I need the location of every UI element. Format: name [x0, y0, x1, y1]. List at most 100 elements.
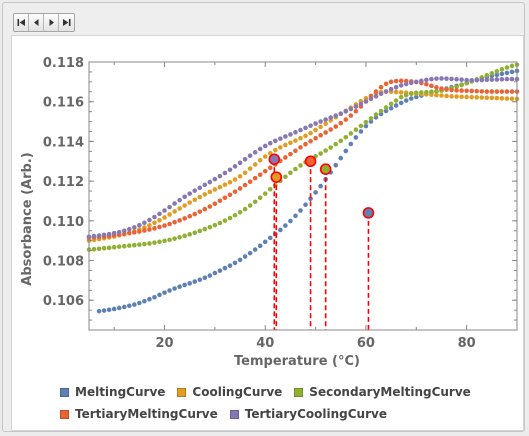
- data-point: [222, 265, 228, 271]
- data-point: [162, 215, 167, 220]
- data-point: [333, 141, 339, 147]
- data-point: [273, 138, 278, 144]
- legend-row: TertiaryMeltingCurve TertiaryCoolingCurve: [60, 403, 520, 425]
- data-point: [293, 129, 298, 135]
- data-point: [474, 88, 480, 94]
- next-frame-button[interactable]: [44, 14, 59, 31]
- data-point: [313, 190, 318, 195]
- y-tick-label: 0.110: [43, 215, 84, 230]
- series-MeltingCurve: [96, 68, 520, 314]
- data-point: [298, 163, 303, 168]
- data-point: [308, 130, 313, 136]
- data-point: [368, 96, 374, 102]
- data-point: [479, 77, 485, 83]
- data-point: [137, 300, 142, 306]
- legend-label: SecondaryMeltingCurve: [309, 385, 471, 399]
- data-point: [212, 176, 218, 182]
- data-point: [378, 108, 384, 114]
- y-axis-title: Absorbance (Arb.): [20, 152, 35, 285]
- data-point: [197, 209, 203, 214]
- data-point: [252, 150, 258, 155]
- data-point: [237, 186, 243, 191]
- y-tick-label: 0.112: [43, 175, 84, 190]
- data-point: [157, 217, 162, 223]
- data-point: [378, 84, 384, 90]
- data-point: [368, 116, 374, 121]
- legend-item: TertiaryCoolingCurve: [229, 407, 387, 421]
- data-point: [323, 121, 328, 127]
- data-point: [202, 182, 208, 188]
- data-point: [257, 157, 263, 163]
- data-point: [177, 197, 182, 203]
- data-point: [207, 179, 213, 185]
- legend-label: MeltingCurve: [75, 385, 166, 399]
- data-point: [479, 95, 485, 100]
- data-point: [126, 226, 132, 232]
- data-point: [172, 286, 177, 291]
- data-point: [182, 233, 187, 239]
- data-point: [257, 243, 263, 249]
- data-point: [484, 77, 490, 83]
- data-point: [177, 218, 182, 223]
- data-point: [157, 292, 162, 298]
- data-point: [398, 100, 404, 106]
- data-point: [353, 127, 359, 132]
- data-point: [147, 296, 152, 302]
- data-point: [197, 185, 203, 191]
- data-point: [96, 308, 102, 314]
- first-frame-button[interactable]: [14, 14, 29, 31]
- data-point: [187, 281, 193, 286]
- data-point: [489, 95, 495, 101]
- data-point: [283, 174, 288, 180]
- data-point: [106, 307, 112, 313]
- data-point: [499, 67, 505, 72]
- data-point: [449, 87, 454, 93]
- legend-swatch: [177, 387, 187, 397]
- data-point: [101, 308, 107, 313]
- data-point: [162, 238, 167, 244]
- data-point: [403, 81, 409, 87]
- data-point: [137, 222, 142, 228]
- data-point: [278, 136, 283, 141]
- data-point: [388, 105, 394, 111]
- data-point: [333, 124, 339, 129]
- data-point: [222, 182, 228, 187]
- data-point: [303, 133, 308, 139]
- data-point: [469, 77, 474, 83]
- data-point: [494, 69, 500, 74]
- data-point: [227, 167, 233, 173]
- last-frame-button[interactable]: [59, 14, 74, 31]
- data-point: [242, 206, 248, 212]
- data-point: [434, 85, 439, 90]
- data-point: [278, 145, 283, 150]
- data-point: [267, 140, 273, 146]
- data-point: [137, 242, 142, 247]
- data-point: [469, 88, 474, 94]
- data-point: [338, 120, 344, 126]
- data-point: [388, 101, 394, 107]
- data-point: [408, 80, 414, 86]
- legend-swatch: [229, 409, 239, 419]
- data-point: [252, 199, 258, 205]
- data-point: [509, 76, 515, 82]
- y-tick-label: 0.108: [43, 255, 84, 270]
- x-tick-label: 20: [155, 336, 173, 351]
- data-point: [504, 89, 510, 94]
- data-point: [147, 223, 152, 228]
- data-point: [96, 233, 102, 238]
- data-point: [494, 72, 500, 78]
- skip-first-icon: [17, 19, 25, 26]
- data-point: [293, 213, 298, 219]
- absorbance-chart: 20 40 60 80 0.1060.1080.1100.1120.1140.1160…: [20, 56, 520, 369]
- data-point: [298, 208, 303, 213]
- data-point: [232, 177, 238, 182]
- data-point: [242, 254, 248, 259]
- data-point: [343, 109, 349, 114]
- data-point: [227, 180, 233, 185]
- data-point: [489, 77, 495, 82]
- annotations: [268, 153, 375, 330]
- y-axis: 0.106 0.108 0.110 0.112 0.114 0.116 0.118: [43, 56, 517, 321]
- data-point: [424, 89, 429, 95]
- x-tick-label: 80: [458, 336, 476, 351]
- previous-frame-button[interactable]: [29, 14, 44, 31]
